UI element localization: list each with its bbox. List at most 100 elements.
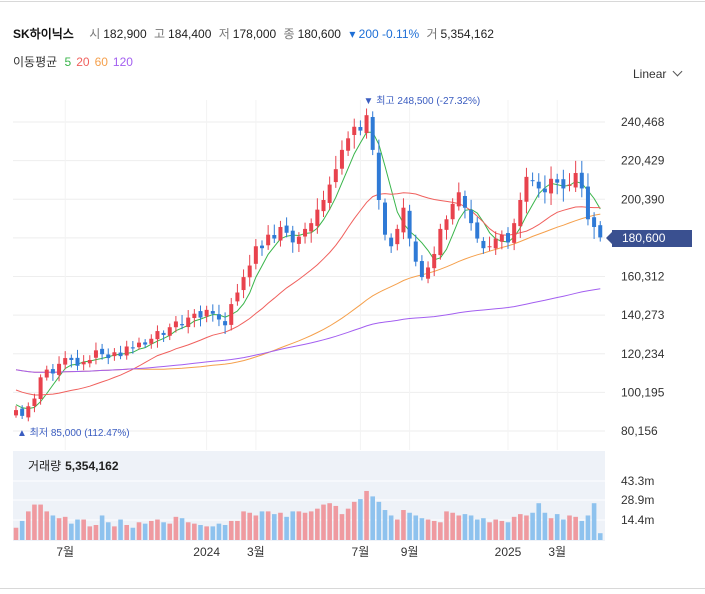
top-divider [0,1,705,2]
price-tick-label: 140,273 [621,308,665,322]
volume-tick-label: 43.3m [621,474,654,488]
volume-bar [241,511,246,540]
candle-body [87,359,92,364]
candle-body [573,173,578,188]
candle-body [247,265,252,278]
candle-body [506,233,510,243]
volume-bar [26,511,31,540]
candle-body [469,210,474,224]
volume-bars [13,490,603,540]
volume-bar [487,522,492,540]
volume-bar [567,515,572,540]
volume-bar [376,501,382,540]
candle-body [585,186,590,220]
volume-bar [56,518,62,540]
current-price-tag: 180,600 [606,230,692,247]
candle-body [93,350,98,358]
candle-body [450,203,455,220]
volume-bar [99,515,105,540]
candle-body [75,357,80,366]
high-value: 184,400 [168,27,212,41]
volume-bar [136,522,142,540]
volume-bar [32,504,37,540]
price-tick-label: 120,234 [621,347,665,361]
volume-bar [364,490,369,540]
candle-body [561,179,566,189]
candle-body [376,152,381,201]
candle-body [315,209,320,226]
time-tick-label: 3월 [548,545,566,559]
time-tick-label: 7월 [352,545,370,559]
volume-bar [524,515,529,540]
low-annotation: ▲ 최저 85,000 (112.47%) [17,427,130,439]
candle-body [180,324,185,326]
candle-body [81,361,86,365]
scale-dropdown-label: Linear [633,67,667,81]
volume-bar [112,526,117,540]
volume-bar [401,510,406,540]
volume-bar [290,511,296,540]
volume-bar [456,515,462,540]
moving-average-label: 이동평균 [13,55,58,69]
candle-body [432,253,437,269]
ma-60-label[interactable]: 60 [94,55,108,69]
ma-20-label[interactable]: 20 [76,55,90,69]
volume-bar [579,520,585,540]
candle-body [284,225,289,233]
candle-body [327,184,332,203]
volume-bar [395,519,400,540]
candle-body [598,225,603,238]
candle-body [518,200,523,227]
candle-body [438,228,443,256]
price-axis: 240,468220,429200,390180,351160,312140,2… [621,115,665,438]
volume-bar [198,525,203,540]
candle-body [579,172,584,189]
volume-bar [315,508,320,540]
candle-body [106,354,111,359]
candle-body [475,222,480,239]
candle-body [112,352,117,357]
candle-body [542,188,547,193]
volume-panel-label: 거래량 [28,459,62,473]
volume-bar [235,520,240,540]
candle-body [204,309,209,317]
candle-body [63,358,68,365]
time-tick-label: 7월 [56,545,74,559]
volume-bar [413,515,419,540]
volume-bar [327,503,332,540]
volume-bar [253,515,259,540]
time-tick-label: 2024 [193,545,220,559]
volume-bar [499,520,505,540]
candle-body [130,347,135,349]
candle-body [352,126,357,135]
volume-bar [19,520,25,540]
volume-bar [259,511,265,540]
candle-body [124,346,129,356]
volume-bar [481,518,486,540]
volume-tick-label: 14.4m [621,513,654,527]
volume-bar [192,523,197,540]
candles [14,108,603,422]
volume-bar [87,526,93,540]
volume-bar [204,526,209,540]
candle-body [389,237,394,247]
volume-bar [105,522,111,540]
volume-value: 5,354,162 [440,27,494,41]
candle-body [499,234,504,242]
ma-5-label[interactable]: 5 [64,55,72,69]
time-axis: 7월 2024 3월 7월 9월 2025 3월 [56,545,566,559]
candle-body [512,223,517,243]
candle-body [38,377,43,400]
scale-dropdown[interactable]: Linear [633,66,683,81]
candle-body [210,311,215,314]
candle-body [487,246,492,248]
price-tick-label: 80,156 [621,424,658,438]
price-tick-label: 240,468 [621,115,665,129]
candle-body [118,352,123,357]
ma-120-label[interactable]: 120 [112,55,133,69]
candle-body [186,317,191,328]
candle-body [407,210,412,239]
candle-body [223,321,228,326]
volume-bar [597,533,603,540]
